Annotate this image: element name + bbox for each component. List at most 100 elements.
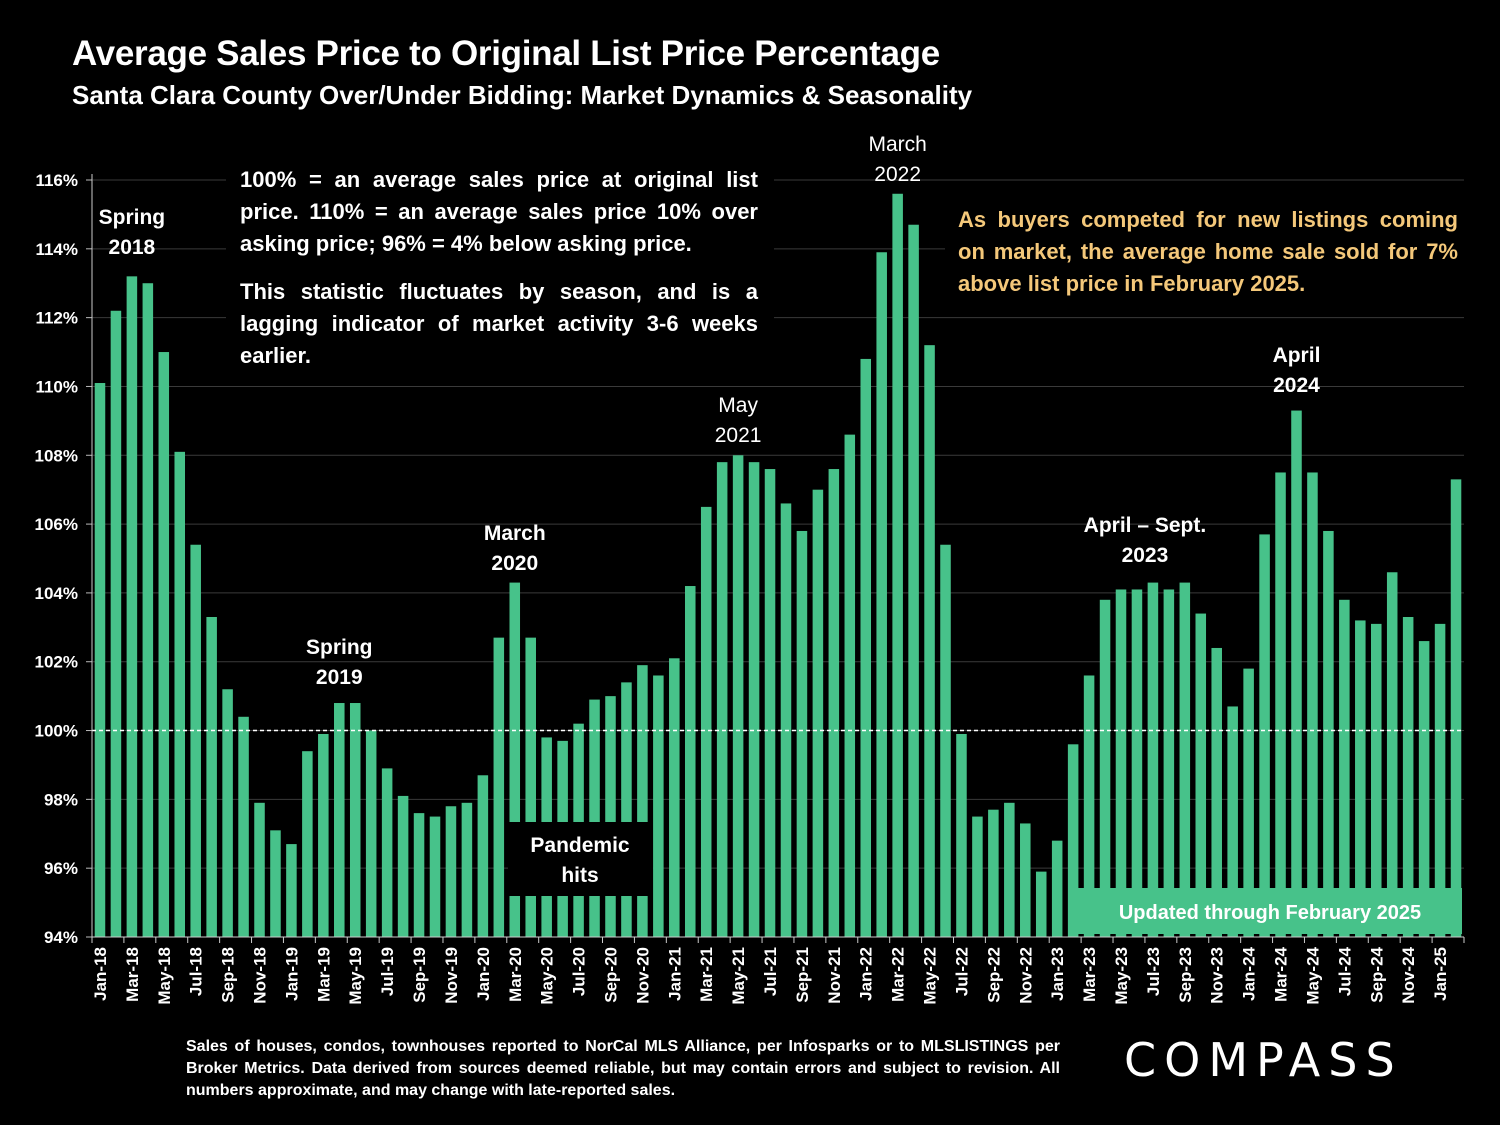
bar <box>334 703 345 937</box>
y-tick-label: 100% <box>35 722 78 741</box>
bar <box>1323 530 1334 937</box>
bar <box>956 733 967 937</box>
bar <box>94 383 106 937</box>
bar <box>174 451 186 937</box>
bar <box>700 506 712 937</box>
x-tick-label: Mar-21 <box>697 947 716 1002</box>
bar <box>1370 623 1382 937</box>
bar <box>732 455 744 937</box>
bar <box>1163 589 1175 937</box>
bar <box>158 352 170 938</box>
fluctuation-note: This statistic fluctuates by season, and… <box>240 279 758 368</box>
y-tick-label: 106% <box>35 515 78 534</box>
highlight-panel <box>945 198 1465 306</box>
annotation-apr-19: 2019 <box>316 666 363 689</box>
bar <box>748 462 760 937</box>
bar <box>1227 706 1238 937</box>
bar <box>669 658 680 937</box>
bar <box>1099 599 1111 937</box>
bar <box>1450 479 1462 937</box>
bar <box>1275 472 1286 937</box>
bar <box>413 813 425 937</box>
bar <box>1115 589 1127 937</box>
bar <box>509 582 521 937</box>
x-tick-label: Sep-24 <box>1367 946 1386 1002</box>
bar <box>1402 616 1414 937</box>
compass-logo: COMPASS <box>1124 1033 1403 1087</box>
x-tick-label: Nov-24 <box>1399 946 1418 1003</box>
y-tick-label: 112% <box>35 309 78 328</box>
annotation-apr-24: April <box>1273 344 1321 367</box>
y-tick-label: 96% <box>44 859 78 878</box>
bar <box>1418 641 1430 937</box>
bar <box>1147 582 1159 937</box>
y-tick-label: 98% <box>44 790 78 809</box>
bar <box>1051 840 1063 937</box>
y-tick-label: 108% <box>35 446 78 465</box>
bar <box>445 806 457 937</box>
x-tick-label: Nov-18 <box>251 947 270 1004</box>
bar <box>461 802 473 937</box>
bar <box>1195 613 1207 937</box>
bar <box>1434 623 1446 937</box>
bar <box>1339 599 1350 937</box>
bar <box>477 775 489 937</box>
x-tick-label: Jan-18 <box>91 947 110 1001</box>
bar <box>940 544 951 937</box>
x-tick-label: May-22 <box>921 947 940 1005</box>
bar <box>110 310 122 938</box>
x-tick-label: Jul-21 <box>761 947 780 996</box>
x-tick-label: May-18 <box>155 947 174 1005</box>
bar <box>397 795 409 937</box>
x-tick-label: Mar-18 <box>123 947 142 1002</box>
bar <box>429 816 441 937</box>
bar <box>270 830 281 937</box>
updated-annotation: Updated through February 2025 <box>1078 888 1462 934</box>
annotation-text: Pandemic <box>530 834 630 857</box>
bar <box>972 816 983 937</box>
x-tick-label: Mar-19 <box>314 947 333 1002</box>
bar <box>924 345 935 937</box>
bar <box>1291 410 1302 938</box>
bar <box>1067 744 1079 937</box>
chart-title: Average Sales Price to Original List Pri… <box>72 34 940 73</box>
bar <box>812 489 824 937</box>
bar <box>126 276 138 937</box>
bar <box>988 809 999 937</box>
annotation-mar-22: March <box>868 133 926 156</box>
annotation-may-21: May <box>718 394 758 417</box>
annotation-mar-22: 2022 <box>874 163 921 186</box>
bar <box>1386 572 1398 937</box>
x-tick-label: Sep-20 <box>601 947 620 1003</box>
highlight-note: As buyers competed for new listings comi… <box>958 207 1458 296</box>
bar <box>653 675 664 937</box>
bar <box>1259 534 1270 937</box>
bar <box>1035 871 1047 937</box>
bar <box>493 637 505 937</box>
annotation-mar-18: Spring <box>99 206 166 229</box>
chart-subtitle: Santa Clara County Over/Under Bidding: M… <box>72 80 973 110</box>
x-tick-label: Mar-24 <box>1272 946 1291 1001</box>
annotation-jun-23: April – Sept. <box>1084 514 1207 537</box>
y-tick-label: 110% <box>35 377 78 396</box>
bar <box>605 696 616 937</box>
x-tick-label: Sep-22 <box>984 947 1003 1003</box>
bar <box>716 462 728 937</box>
x-tick-label: May-19 <box>346 947 365 1005</box>
annotation-mar-20: March <box>484 522 546 545</box>
x-tick-label: Nov-21 <box>825 947 844 1004</box>
note-panel <box>226 160 774 375</box>
x-tick-label: Nov-20 <box>633 947 652 1004</box>
bar <box>1131 589 1143 937</box>
bar <box>637 665 648 937</box>
x-tick-label: May-23 <box>1112 947 1131 1005</box>
annotation-mar-18: 2018 <box>109 236 156 259</box>
bar <box>222 689 233 937</box>
x-tick-label: Jan-19 <box>282 947 301 1001</box>
bar <box>780 503 792 937</box>
updated-box <box>1078 888 1462 934</box>
x-tick-label: Jul-19 <box>378 947 397 996</box>
y-tick-label: 116% <box>35 171 78 190</box>
pandemic-box <box>508 822 653 896</box>
